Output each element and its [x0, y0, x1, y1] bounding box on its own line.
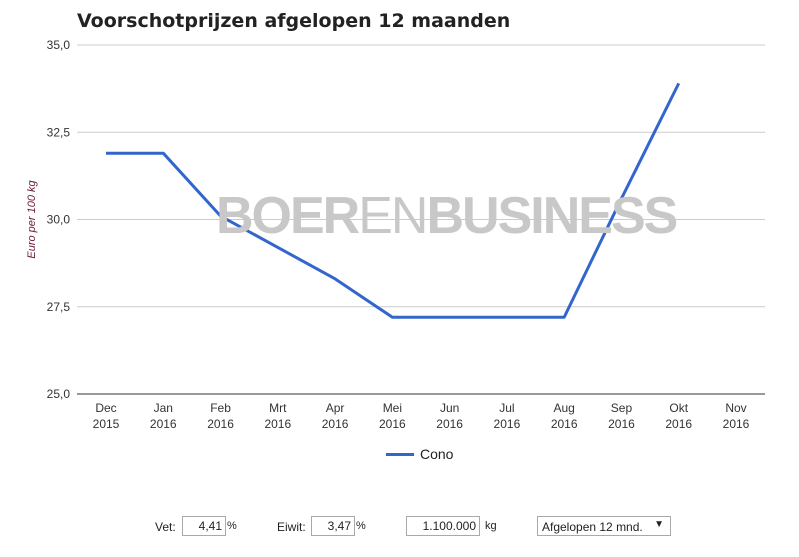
x-tick-label: Apr [326, 401, 345, 415]
fat-input[interactable] [182, 516, 226, 536]
x-tick-label-year: 2015 [93, 417, 120, 431]
chart-area: 25,0 27,5 30,0 32,5 35,0 Euro per 100 kg Dec 20… [26, 38, 765, 431]
protein-unit: % [356, 520, 366, 532]
y-tick-label: 35,0 [47, 38, 71, 52]
x-tick-label-year: 2016 [207, 417, 234, 431]
legend-label-cono: Cono [420, 446, 454, 462]
x-tick-label-year: 2016 [723, 417, 750, 431]
x-tick-label: Jan [154, 401, 173, 415]
volume-input[interactable] [406, 516, 480, 536]
x-tick-label-year: 2016 [551, 417, 578, 431]
x-tick-label: Aug [554, 401, 575, 415]
period-select[interactable]: Afgelopen 12 mnd. ▼ [537, 516, 671, 536]
y-tick-label: 27,5 [47, 300, 71, 314]
protein-input[interactable] [311, 516, 355, 536]
watermark-logo: BOERENBUSINESS [216, 187, 678, 245]
x-tick-label-year: 2016 [264, 417, 291, 431]
legend-swatch-cono [386, 452, 414, 456]
chevron-down-icon: ▼ [654, 519, 664, 530]
volume-unit: kg [485, 520, 497, 532]
period-select-label: Afgelopen 12 mnd. [542, 520, 643, 534]
x-tick-label-year: 2016 [494, 417, 521, 431]
x-tick-label: Jul [499, 401, 514, 415]
controls-bar: Vet: % Eiwit: % kg Afgelopen 12 mnd. ▼ [0, 516, 799, 538]
x-tick-label: Mei [383, 401, 402, 415]
x-tick-label: Sep [611, 401, 633, 415]
x-tick-label-year: 2016 [665, 417, 692, 431]
chart-title: Voorschotprijzen afgelopen 12 maanden [77, 10, 511, 32]
protein-label: Eiwit: [277, 520, 306, 534]
chart-legend: Cono [386, 446, 453, 462]
x-tick-label: Nov [725, 401, 746, 415]
x-tick-label-year: 2016 [436, 417, 463, 431]
x-tick-label-year: 2016 [379, 417, 406, 431]
y-tick-label: 25,0 [47, 387, 71, 401]
x-tick-label-year: 2016 [150, 417, 177, 431]
fat-label: Vet: [155, 520, 176, 534]
x-tick-label: Feb [210, 401, 231, 415]
x-tick-label-year: 2016 [608, 417, 635, 431]
y-tick-label: 32,5 [47, 125, 71, 139]
y-tick-label: 30,0 [47, 213, 71, 227]
x-tick-label: Jun [440, 401, 459, 415]
x-tick-label: Dec [95, 401, 116, 415]
x-tick-label-year: 2016 [322, 417, 349, 431]
fat-unit: % [227, 520, 237, 532]
x-tick-label: Mrt [269, 401, 287, 415]
y-axis-label: Euro per 100 kg [26, 179, 38, 258]
x-tick-label: Okt [669, 401, 688, 415]
